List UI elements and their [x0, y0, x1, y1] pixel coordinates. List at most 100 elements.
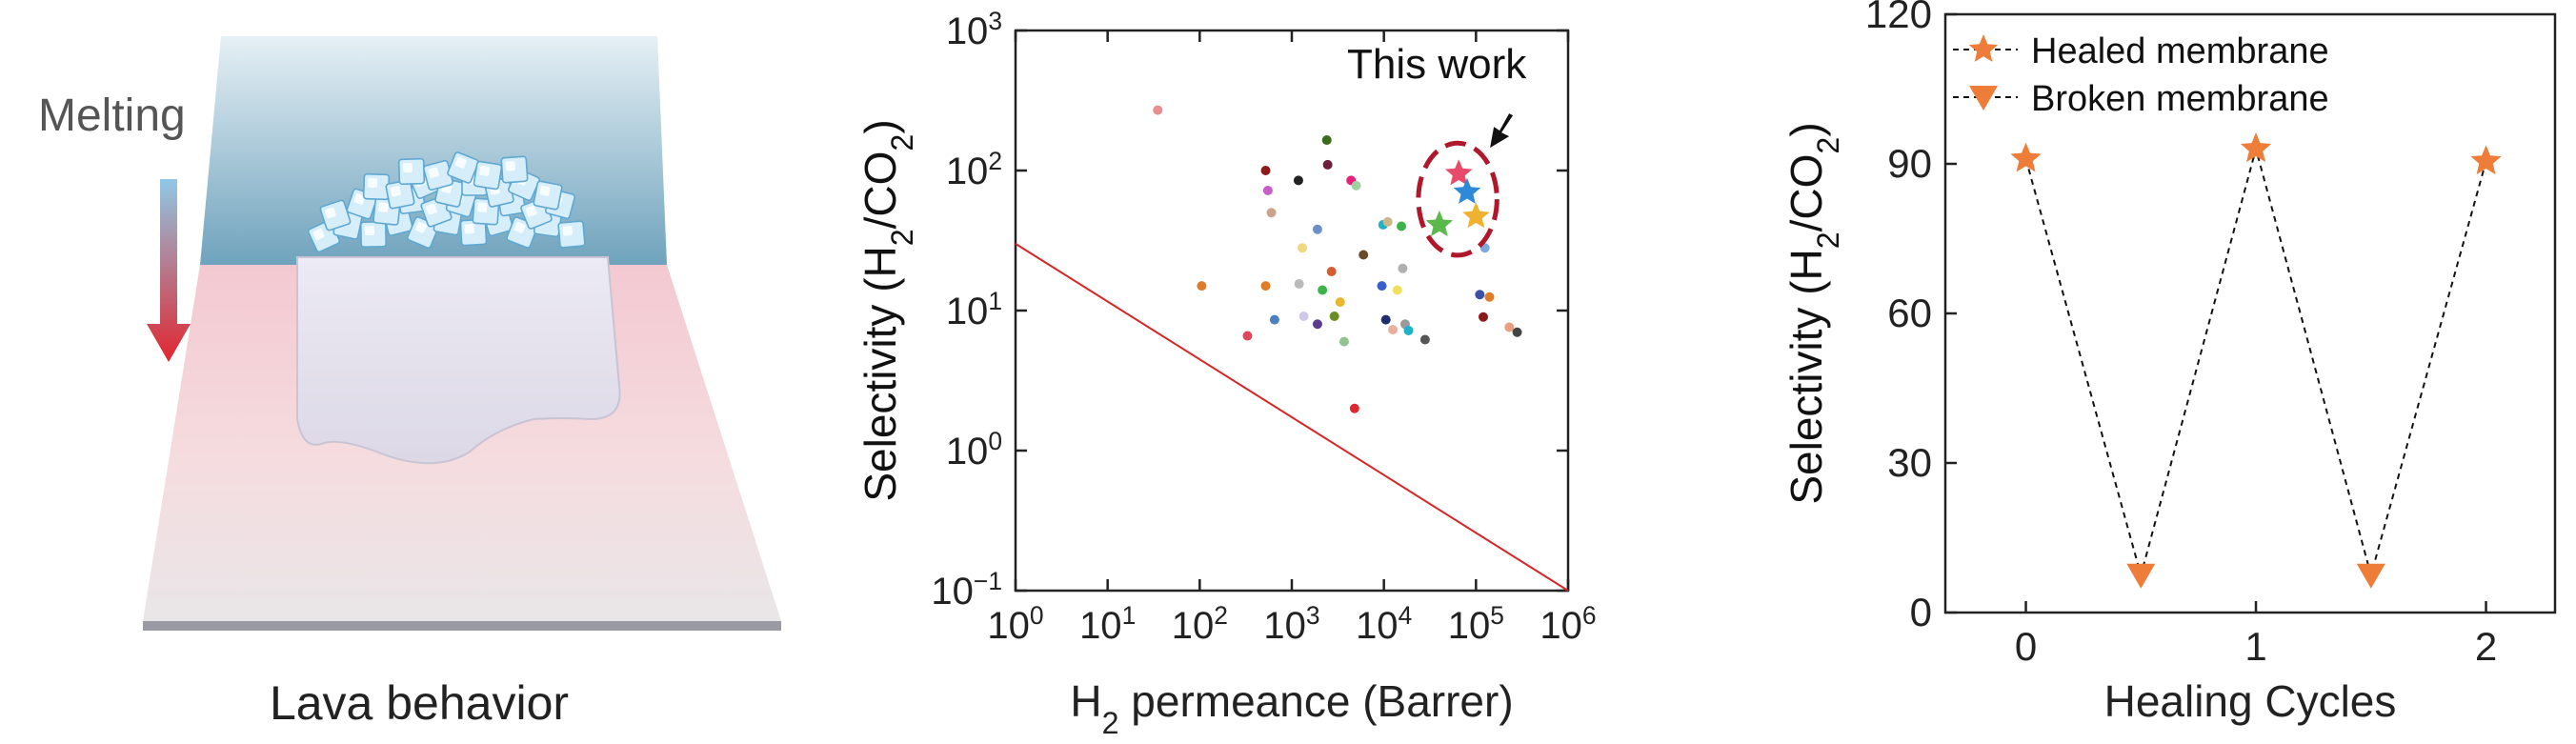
data-points [2010, 132, 2502, 589]
data-point [1504, 322, 1515, 332]
x-tick-labels: 0 1 2 [2015, 624, 2497, 669]
ice-cube [397, 157, 426, 186]
axis-ticks [1014, 29, 1570, 593]
y-tick-label: 120 [1865, 0, 1932, 36]
illustration-caption: Lava behavior [270, 676, 569, 730]
legend-label: Healed membrane [2031, 31, 2329, 71]
legend: Healed membrane Broken membrane [1953, 31, 2329, 119]
this-work-label: This work [1347, 41, 1527, 88]
data-point [1312, 224, 1322, 234]
ice-cube [533, 180, 563, 211]
y-tick-label: 100 [946, 427, 1002, 473]
lava-behavior-illustration: Melting Lava behavior [0, 0, 838, 739]
x-axis-label: Healing Cycles [2104, 676, 2397, 726]
legend-star-icon [1968, 34, 1999, 62]
permeance-selectivity-chart: 100 101 102 103 104 105 106 10−1 100 101 102 103 T… [838, 0, 1734, 740]
x-tick-label: 102 [1172, 601, 1228, 647]
melting-arrow-icon [147, 179, 191, 362]
y-tick-label: 102 [946, 147, 1002, 192]
this-work-arrow-icon [1490, 113, 1514, 149]
lava-blob [296, 256, 621, 465]
data-point [1349, 403, 1359, 413]
ice-cube [473, 160, 503, 191]
axis-ticks [1945, 12, 2487, 614]
data-point [1397, 221, 1407, 231]
ice-cube [319, 199, 352, 231]
data-point [1382, 216, 1393, 227]
data-point [1398, 263, 1408, 273]
data-point [1419, 334, 1430, 345]
y-tick-label: 60 [1887, 291, 1932, 335]
ice-cube [447, 151, 479, 184]
x-tick-labels: 100 101 102 103 104 105 106 [987, 601, 1596, 647]
healed-star-point [2470, 145, 2502, 175]
data-point [1351, 180, 1361, 191]
data-point [1153, 105, 1163, 115]
x-tick-label: 106 [1540, 601, 1596, 647]
x-tick-label: 100 [987, 601, 1043, 647]
x-tick-label: 101 [1079, 601, 1136, 647]
x-tick-label: 2 [2475, 624, 2497, 669]
data-point [1262, 185, 1273, 195]
this-work-star [1445, 159, 1473, 186]
y-axis-label: Selectivity (H2/CO2) [1781, 122, 1845, 504]
illustration-svg: Melting Lava behavior [38, 36, 781, 730]
data-points [1153, 105, 1522, 413]
y-tick-label: 101 [946, 287, 1002, 332]
broken-triangle-point [2356, 563, 2385, 589]
data-point [1326, 267, 1337, 277]
data-point [1358, 250, 1369, 260]
ice-cube [360, 221, 387, 248]
data-point [1321, 135, 1332, 146]
data-point [1298, 312, 1309, 322]
healed-star-point [2240, 132, 2272, 163]
data-point [1484, 292, 1495, 302]
data-point [1377, 281, 1387, 292]
data-point [1403, 325, 1414, 335]
healing-cycles-chart: 0 1 2 0 30 60 90 120 Healed membrane Broken mem… [1734, 0, 2576, 739]
x-tick-label: 103 [1263, 601, 1319, 647]
data-point [1329, 312, 1339, 322]
this-work-star [1425, 210, 1454, 237]
line-chart-svg: 0 1 2 0 30 60 90 120 Healed membrane Broken mem… [1781, 0, 2557, 726]
this-work-ellipse [1416, 140, 1499, 258]
data-point [1294, 279, 1304, 290]
healed-star-point [2010, 142, 2042, 172]
data-point [1338, 336, 1349, 347]
upper-bound-line [1015, 243, 1569, 592]
y-tick-label: 0 [1910, 590, 1932, 634]
y-tick-label: 10−1 [931, 567, 1002, 613]
x-tick-label: 0 [2015, 624, 2037, 669]
data-point [1392, 285, 1402, 295]
plate-edge [143, 621, 781, 631]
x-axis-label: H2 permeance (Barrer) [1070, 676, 1513, 739]
data-point [1260, 281, 1271, 292]
data-point [1266, 208, 1277, 218]
data-point [1318, 285, 1328, 295]
y-tick-label: 103 [946, 7, 1002, 52]
this-work-star [1453, 177, 1481, 204]
this-work-star [1462, 202, 1490, 229]
ice-cubes [307, 151, 586, 253]
data-point [1260, 166, 1271, 175]
ice-cube [385, 179, 415, 210]
legend-label: Broken membrane [2031, 79, 2329, 119]
data-point [1322, 159, 1333, 170]
broken-triangle-point [2126, 563, 2156, 589]
ice-cube [557, 220, 586, 249]
data-point [1475, 290, 1485, 300]
melting-label: Melting [38, 90, 186, 141]
data-point [1380, 314, 1391, 325]
legend-triangle-icon [1969, 86, 1998, 111]
data-point [1512, 327, 1522, 337]
y-axis-label: Selectivity (H2/CO2) [855, 119, 919, 501]
data-point [1388, 325, 1399, 335]
y-tick-label: 30 [1887, 440, 1932, 485]
data-point [1242, 331, 1253, 341]
series-dashed-line [2024, 145, 2487, 579]
ice-cube [500, 155, 529, 184]
data-point [1335, 297, 1345, 308]
data-point [1478, 312, 1488, 322]
data-point [1293, 175, 1303, 186]
